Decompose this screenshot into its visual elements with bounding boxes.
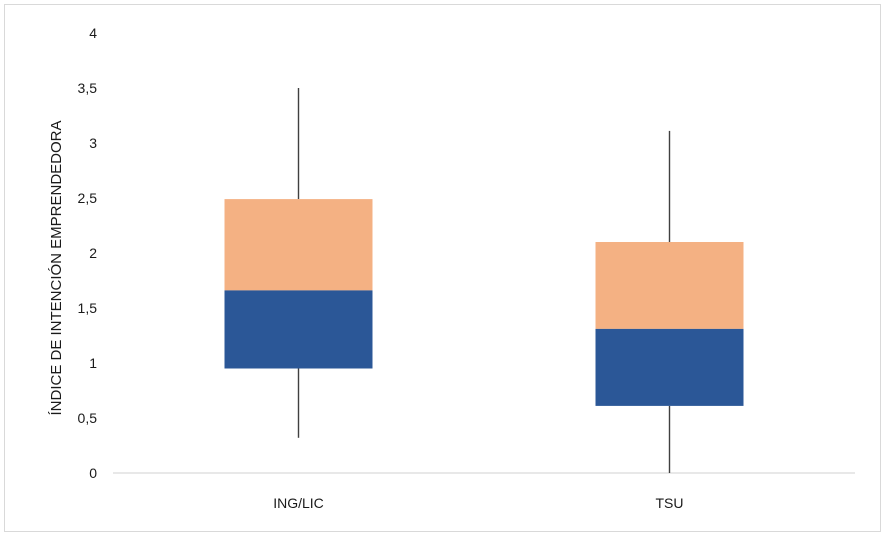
x-category-label: ING/LIC [273, 495, 324, 511]
lower-box-segment [595, 328, 744, 406]
y-tick-label: 0 [89, 465, 97, 481]
lower-box-segment [224, 290, 373, 369]
y-tick-label: 1,5 [78, 300, 98, 316]
box-ing-lic [224, 88, 373, 438]
x-axis-categories: ING/LIC TSU [273, 495, 683, 511]
y-axis-title: ÍNDICE DE INTENCIÓN EMPRENDEDORA [48, 120, 65, 415]
y-tick-label: 0,5 [78, 410, 98, 426]
y-axis-ticks: 0 0,5 1 1,5 2 2,5 3 3,5 4 [78, 25, 98, 481]
y-tick-label: 2 [89, 245, 97, 261]
upper-box-segment [224, 199, 373, 291]
y-tick-label: 3 [89, 135, 97, 151]
box-plot-chart: 0 0,5 1 1,5 2 2,5 3 3,5 4 ING/LIC TSU ÍNDICE DE I… [48, 25, 855, 511]
y-tick-label: 2,5 [78, 190, 98, 206]
box-tsu [595, 130, 744, 473]
y-tick-label: 4 [89, 25, 97, 41]
chart-frame: 0 0,5 1 1,5 2 2,5 3 3,5 4 ING/LIC TSU ÍNDICE DE I… [4, 4, 881, 532]
x-category-label: TSU [656, 495, 684, 511]
y-tick-label: 3,5 [78, 80, 98, 96]
boxes [224, 88, 744, 473]
y-tick-label: 1 [89, 355, 97, 371]
upper-box-segment [595, 242, 744, 329]
